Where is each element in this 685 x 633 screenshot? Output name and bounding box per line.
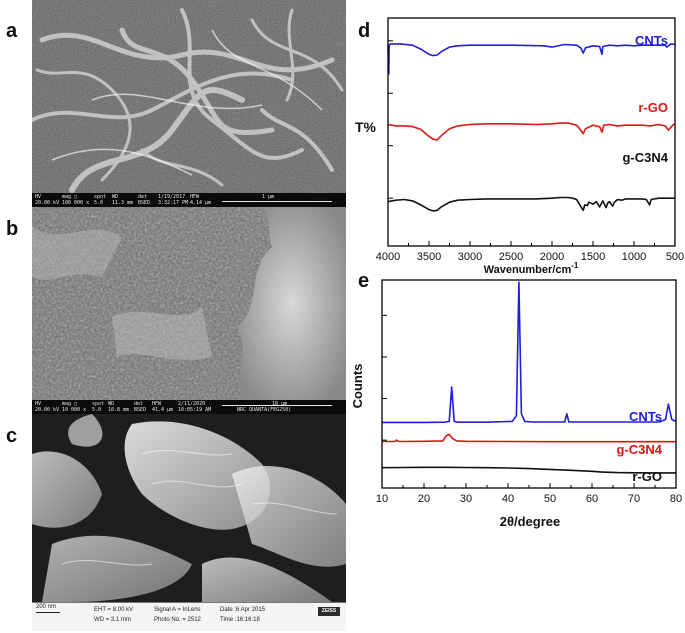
panel-letter-c: c (6, 425, 18, 447)
sem-b-spot-label: spot (92, 401, 105, 407)
e-x-tick-label: 70 (628, 493, 640, 505)
panel-letter-d: d (358, 20, 371, 42)
d-x-tick-label: 2000 (540, 251, 564, 263)
zeiss-logo: ZEISS (318, 607, 340, 616)
ftir-y-axis-label: T% (355, 119, 377, 135)
sem-c-wd: WD = 3.1 mm (94, 617, 131, 623)
sem-image-a: HV 20.00 kV mag □ 100 000 x spot 5.0 WD … (32, 0, 346, 207)
sem-b-spot: 5.0 (92, 407, 102, 413)
sem-b-date: 2/11/2020 (178, 401, 206, 407)
sem-a-hfw-label: HFW (190, 194, 200, 200)
sem-b-time: 10:05:19 AM (178, 407, 212, 413)
panel-letter-e: e (358, 270, 370, 292)
sem-a-det-label: det (138, 194, 148, 200)
xrd-label-rgo: r-GO (632, 469, 662, 484)
sem-a-scale-bar (222, 201, 332, 202)
ftir-x-axis-label-text: Wavenumber/cm (484, 264, 572, 276)
e-x-tick-label: 60 (586, 493, 598, 505)
d-x-tick-label: 500 (666, 251, 684, 263)
sem-info-bar-a: HV 20.00 kV mag □ 100 000 x spot 5.0 WD … (32, 193, 346, 207)
sem-a-spot-label: spot (94, 194, 107, 200)
e-series-g-c3n4 (382, 433, 676, 443)
d-x-tick-label: 1000 (622, 251, 646, 263)
e-x-tick-label: 20 (418, 493, 430, 505)
sem-micrograph-composite (32, 207, 346, 400)
sem-micrograph-nanotubes (32, 0, 346, 193)
sem-b-mag-label: mag □ (62, 401, 78, 407)
d-x-tick-label: 1500 (581, 251, 605, 263)
sem-b-mag: 10 000 x (62, 407, 87, 413)
sem-micrograph-graphene-sheets (32, 414, 346, 602)
e-x-tick-label: 50 (544, 493, 556, 505)
sem-a-time: 3:32:17 PM (158, 200, 189, 206)
d-series-cnts (387, 43, 676, 75)
xrd-x-axis-label: 2θ/degree (500, 514, 561, 529)
e-x-tick-label: 30 (460, 493, 472, 505)
sem-c-time: Time :16:16:18 (220, 617, 260, 623)
sem-a-hfw: 4.14 µm (190, 200, 212, 206)
sem-a-hv: 20.00 kV (35, 200, 60, 206)
sem-b-det-label: det (134, 401, 144, 407)
ftir-x-axis-label: Wavenumber/cm-1 (484, 261, 579, 276)
ftir-label-gc3n4: g-C3N4 (622, 150, 668, 165)
d-x-tick-label: 3000 (458, 251, 482, 263)
xrd-label-gc3n4: g-C3N4 (616, 442, 662, 457)
e-x-tick-label: 10 (376, 493, 388, 505)
sem-a-det: BSED (138, 200, 151, 206)
sem-a-mag-label: mag □ (62, 194, 78, 200)
sem-b-scale-bar (222, 405, 332, 406)
sem-b-hv-label: HV (35, 401, 42, 407)
e-series-r-go (381, 466, 676, 474)
xrd-y-axis-label: Counts (350, 364, 365, 409)
e-series-cnts (382, 281, 677, 424)
sem-b-scale-label: 10 µm (272, 401, 288, 407)
sem-a-wd: 11.3 mm (112, 200, 134, 206)
sem-c-photo: Photo No. = 2512 (154, 617, 201, 623)
sem-b-hv: 20.00 kV (35, 407, 60, 413)
sem-a-mag: 100 000 x (62, 200, 90, 206)
sem-b-det: BSED (134, 407, 147, 413)
d-x-tick-label: 2500 (499, 251, 523, 263)
sem-info-bar-b: HV 20.00 kV mag □ 10 000 x spot 5.0 WD 1… (32, 400, 346, 414)
sem-a-wd-label: WD (112, 194, 119, 200)
sem-a-scale-label: 1 µm (262, 194, 275, 200)
sem-b-hfw-label: HFW (152, 401, 162, 407)
sem-image-b: HV 20.00 kV mag □ 10 000 x spot 5.0 WD 1… (32, 207, 346, 414)
sem-b-instrument: NRC QUANTA(FEG250) (237, 407, 292, 413)
xrd-chart: 10 20 30 40 50 60 70 80 Counts 2θ/degree CNTs g… (350, 279, 682, 529)
sem-c-date: Date :6 Apr 2015 (220, 607, 266, 613)
sem-image-c: 200 nm EHT = 8.00 kV WD = 3.1 mm Signal … (32, 414, 346, 631)
xrd-label-cnts: CNTs (629, 409, 662, 424)
sem-a-spot: 5.0 (94, 200, 104, 206)
sem-c-signal: Signal A = InLens (154, 607, 201, 613)
sem-a-date: 1/19/2017 (158, 194, 186, 200)
ftir-plot-frame (387, 17, 676, 247)
sem-info-bar-c: 200 nm EHT = 8.00 kV WD = 3.1 mm Signal … (32, 602, 346, 631)
ftir-label-cnts: CNTs (635, 33, 668, 48)
ftir-x-axis-label-exponent: -1 (571, 261, 579, 270)
sem-b-hfw: 41.4 µm (152, 407, 174, 413)
e-x-tick-label: 40 (502, 493, 514, 505)
sem-b-wd-label: WD (108, 401, 115, 407)
panel-letter-b: b (6, 218, 19, 240)
d-series-r-go (387, 122, 675, 141)
sem-c-eht: EHT = 8.00 kV (94, 607, 134, 613)
sem-a-hv-label: HV (35, 194, 42, 200)
panel-letter-a: a (6, 20, 18, 42)
ftir-label-rgo: r-GO (638, 100, 668, 115)
d-series-g-c3n4 (387, 196, 675, 212)
d-x-tick-label: 4000 (376, 251, 400, 263)
sem-c-scale-label: 200 nm (36, 604, 57, 610)
sem-b-wd: 10.8 mm (108, 407, 130, 413)
e-x-tick-label: 80 (670, 493, 682, 505)
ftir-chart: 4000 3500 3000 2500 2000 1500 1000 500 T% Waven… (355, 17, 684, 276)
sem-c-scale-bar (36, 612, 60, 613)
d-x-tick-label: 3500 (417, 251, 441, 263)
